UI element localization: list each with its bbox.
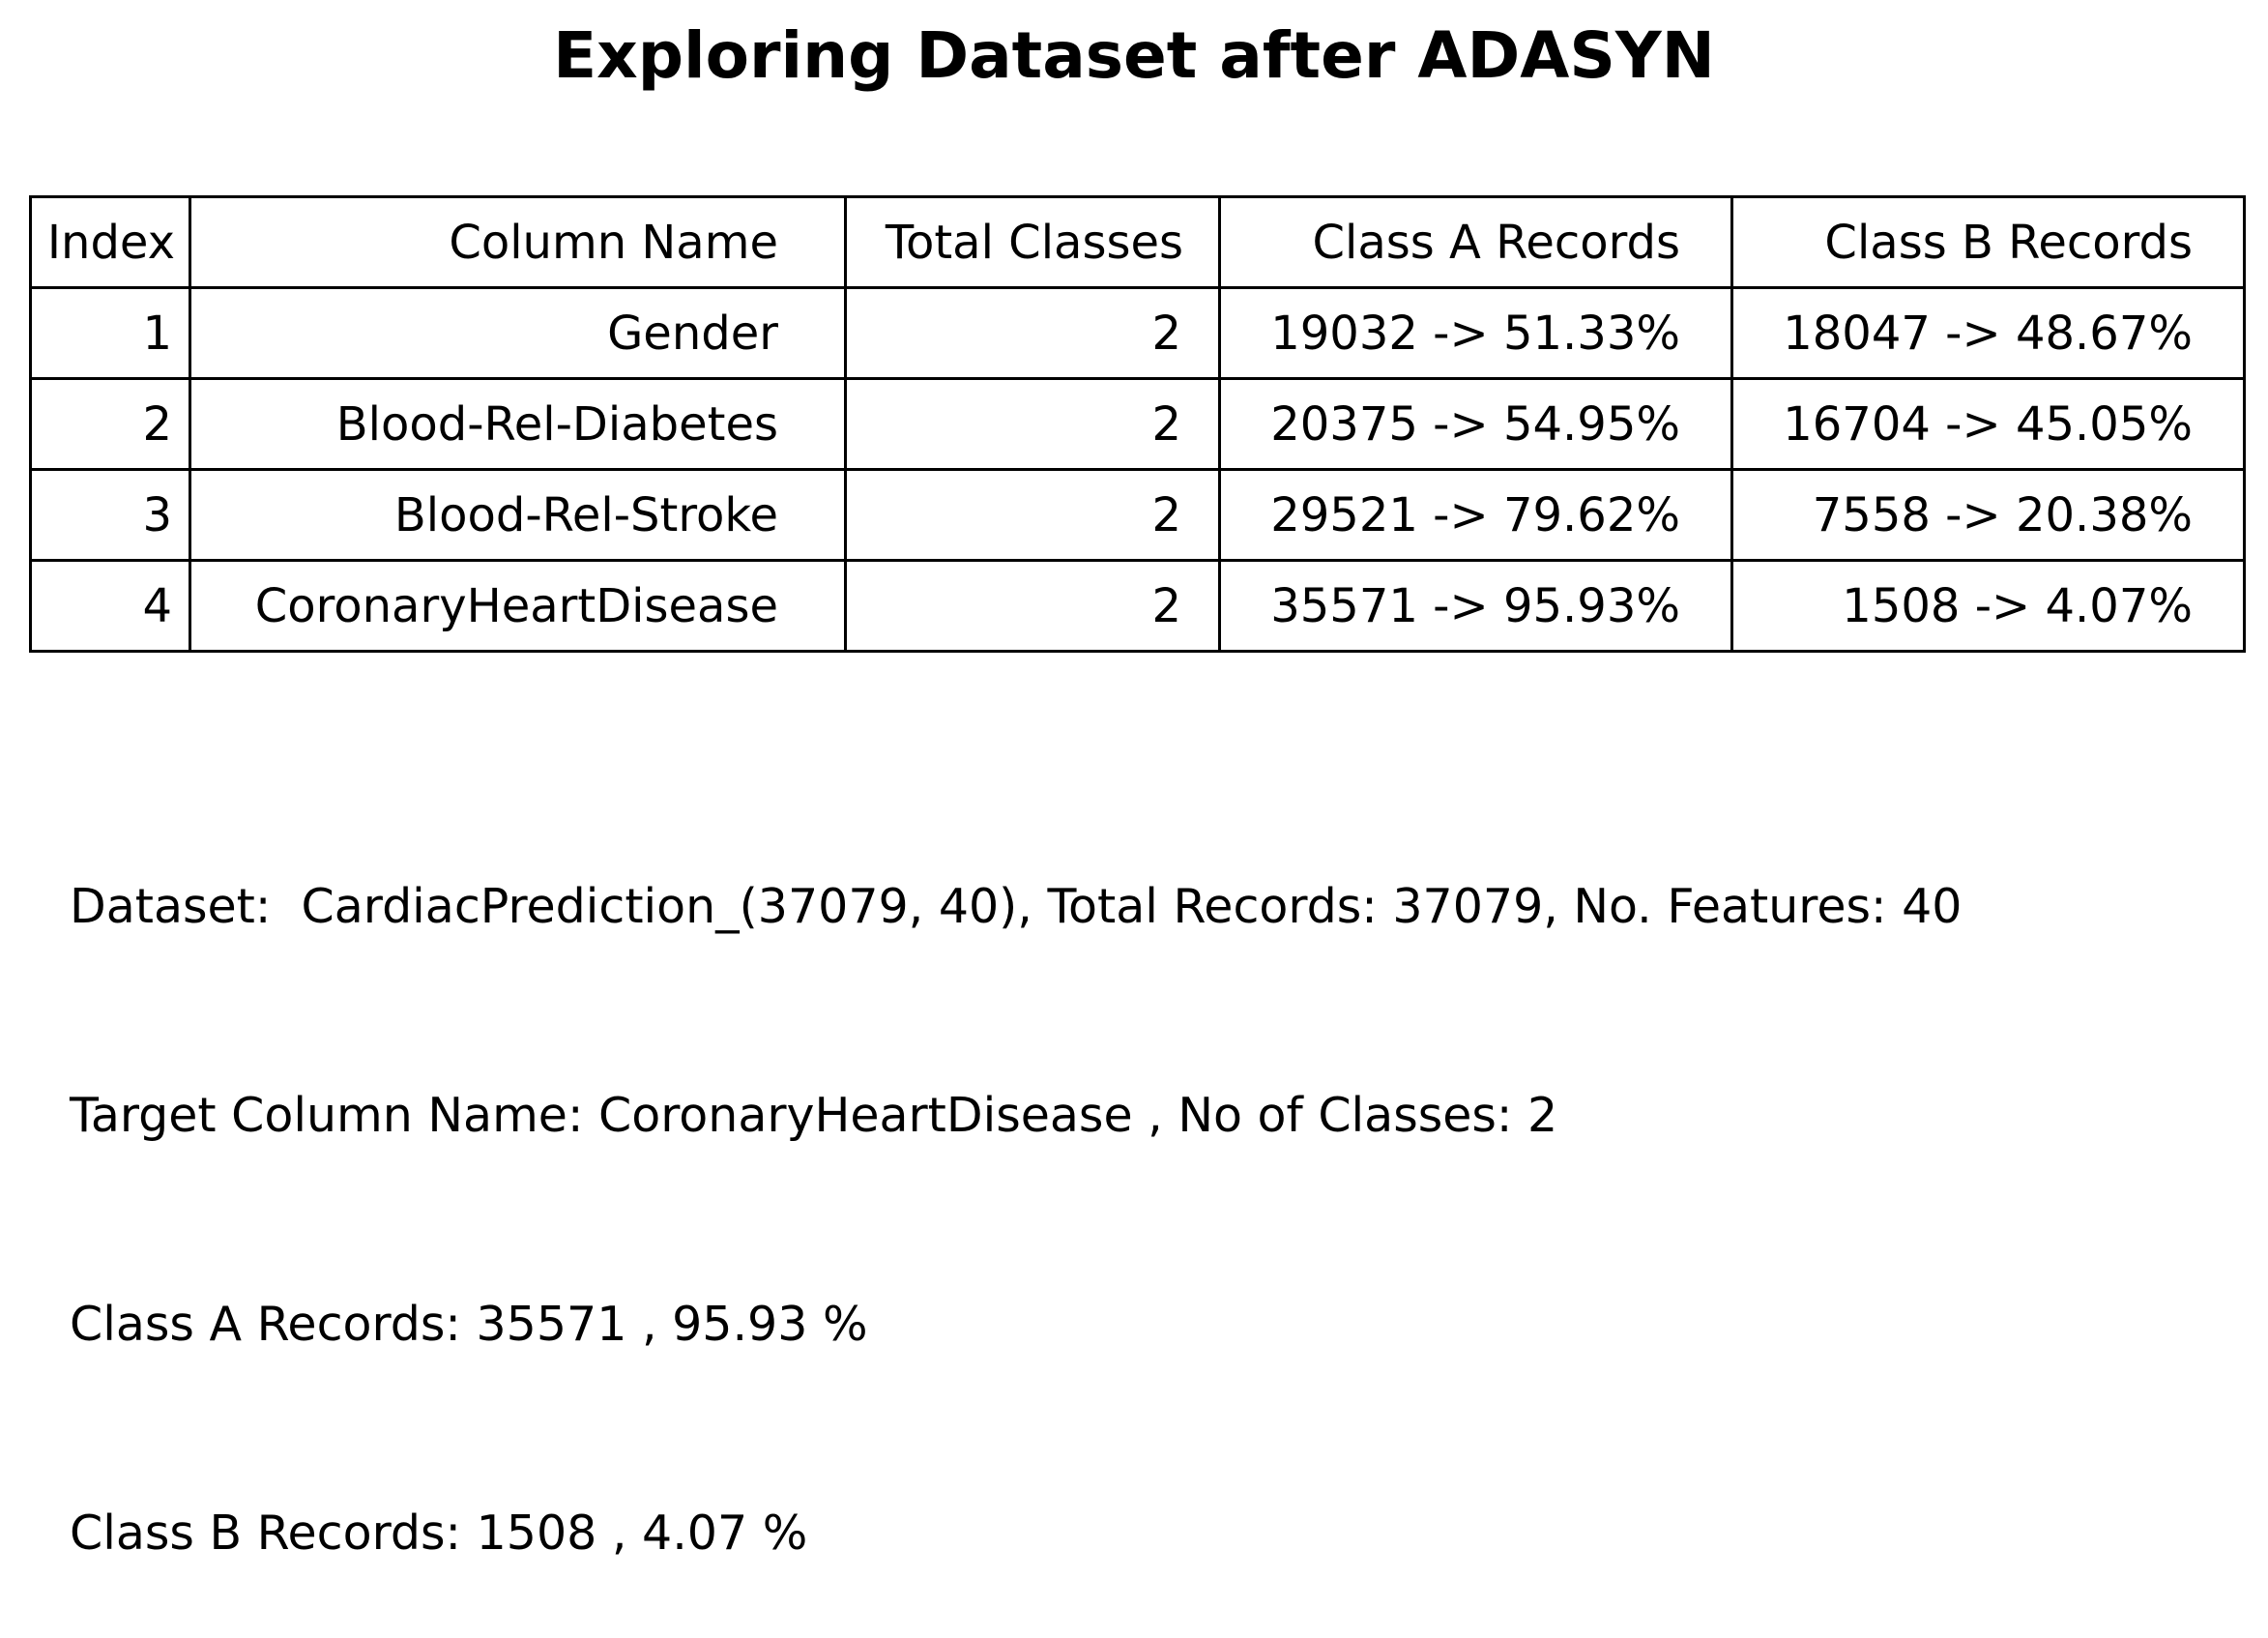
class-a-summary-line: Class A Records: 35571 , 95.93 % — [70, 1297, 868, 1352]
cell-column-name: Blood-Rel-Diabetes — [189, 377, 847, 471]
target-column-line: Target Column Name: CoronaryHeartDisease… — [70, 1088, 1558, 1143]
cell-total-classes: 2 — [844, 286, 1221, 380]
cell-total-classes: 2 — [844, 559, 1221, 653]
table-row: 3 Blood-Rel-Stroke 2 29521 -> 79.62% 755… — [29, 468, 2246, 562]
cell-class-a-records: 19032 -> 51.33% — [1218, 286, 1733, 380]
cell-index: 2 — [29, 377, 191, 471]
cell-class-b-records: 18047 -> 48.67% — [1730, 286, 2246, 380]
dataset-table: Index Column Name Total Classes Class A … — [29, 195, 2246, 653]
header-class-a-records: Class A Records — [1218, 195, 1733, 289]
table-row: 1 Gender 2 19032 -> 51.33% 18047 -> 48.6… — [29, 286, 2246, 380]
dataset-info-line: Dataset: CardiacPrediction_(37079, 40), … — [70, 879, 1963, 934]
cell-total-classes: 2 — [844, 377, 1221, 471]
cell-column-name: Blood-Rel-Stroke — [189, 468, 847, 562]
cell-index: 1 — [29, 286, 191, 380]
table-row: 2 Blood-Rel-Diabetes 2 20375 -> 54.95% 1… — [29, 377, 2246, 471]
page-title: Exploring Dataset after ADASYN — [553, 18, 1715, 93]
class-b-summary-line: Class B Records: 1508 , 4.07 % — [70, 1506, 808, 1561]
cell-class-a-records: 20375 -> 54.95% — [1218, 377, 1733, 471]
dataset-summary: Dataset: CardiacPrediction_(37079, 40), … — [70, 733, 1962, 1638]
cell-class-a-records: 35571 -> 95.93% — [1218, 559, 1733, 653]
cell-class-b-records: 7558 -> 20.38% — [1730, 468, 2246, 562]
cell-column-name: Gender — [189, 286, 847, 380]
header-index: Index — [29, 195, 191, 289]
cell-class-b-records: 1508 -> 4.07% — [1730, 559, 2246, 653]
header-column-name: Column Name — [189, 195, 847, 289]
header-total-classes: Total Classes — [844, 195, 1221, 289]
cell-index: 4 — [29, 559, 191, 653]
table-row: 4 CoronaryHeartDisease 2 35571 -> 95.93%… — [29, 559, 2246, 653]
header-class-b-records: Class B Records — [1730, 195, 2246, 289]
cell-class-a-records: 29521 -> 79.62% — [1218, 468, 1733, 562]
cell-index: 3 — [29, 468, 191, 562]
table-header-row: Index Column Name Total Classes Class A … — [29, 195, 2246, 289]
cell-class-b-records: 16704 -> 45.05% — [1730, 377, 2246, 471]
cell-total-classes: 2 — [844, 468, 1221, 562]
cell-column-name: CoronaryHeartDisease — [189, 559, 847, 653]
